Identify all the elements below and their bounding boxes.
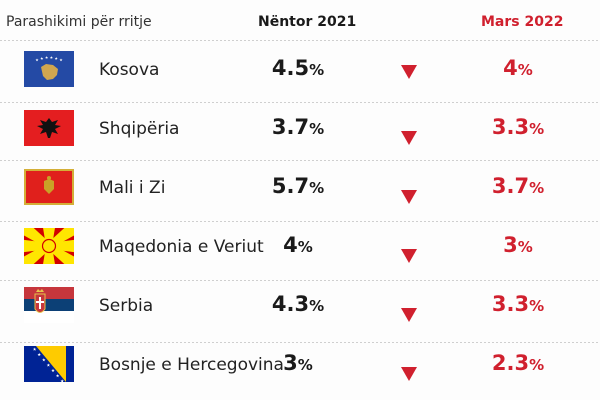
country-name: Serbia [99, 296, 154, 316]
country-name: Kosova [99, 60, 160, 80]
value-number: 4 [503, 56, 518, 80]
value-november-2021: 5.7% [238, 174, 358, 198]
value-november-2021: 4.5% [238, 56, 358, 80]
value-number: 2.3 [491, 351, 530, 375]
percent-sign: % [297, 238, 313, 256]
value-november-2021: 3.7% [238, 115, 358, 139]
row-divider [0, 280, 600, 281]
value-november-2021: 4.3% [238, 292, 358, 316]
value-number: 5.7 [271, 174, 310, 198]
value-number: 4 [283, 233, 298, 257]
value-march-2022: 3.3% [458, 115, 578, 139]
montenegro-flag [24, 169, 74, 205]
row-divider [0, 102, 600, 103]
albania-flag [24, 110, 74, 146]
down-triangle-icon [401, 131, 417, 145]
percent-sign: % [529, 297, 545, 315]
table-header: Parashikimi për rritje Nëntor 2021 Mars … [0, 0, 600, 40]
header-november-2021: Nëntor 2021 [258, 14, 357, 30]
percent-sign: % [517, 61, 533, 79]
percent-sign: % [529, 179, 545, 197]
down-triangle-icon [401, 249, 417, 263]
table-row: Serbia 4.3% 3.3% [0, 279, 600, 341]
row-divider [0, 221, 600, 222]
value-march-2022: 3.3% [458, 292, 578, 316]
table-row: Maqedonia e Veriut 4% 3% [0, 220, 600, 282]
percent-sign: % [309, 297, 325, 315]
country-name: Bosnje e Hercegovina [99, 355, 284, 375]
value-number: 3.7 [491, 174, 530, 198]
percent-sign: % [309, 179, 325, 197]
down-triangle-icon [401, 367, 417, 381]
percent-sign: % [309, 120, 325, 138]
down-triangle-icon [401, 190, 417, 204]
row-divider [0, 40, 600, 41]
table-row: Kosova 4.5% 4% [0, 43, 600, 105]
kosovo-flag [24, 51, 74, 87]
percent-sign: % [309, 61, 325, 79]
value-number: 3 [503, 233, 518, 257]
table-row: Shqipëria 3.7% 3.3% [0, 102, 600, 164]
value-number: 3 [283, 351, 298, 375]
serbia-flag [24, 287, 74, 323]
percent-sign: % [517, 238, 533, 256]
table-row: Mali i Zi 5.7% 3.7% [0, 161, 600, 223]
value-march-2022: 2.3% [458, 351, 578, 375]
value-number: 3.3 [491, 292, 530, 316]
value-march-2022: 4% [458, 56, 578, 80]
country-name: Maqedonia e Veriut [99, 237, 264, 257]
value-number: 3.7 [271, 115, 310, 139]
value-march-2022: 3% [458, 233, 578, 257]
bosnia-flag [24, 346, 74, 382]
header-forecast-label: Parashikimi për rritje [6, 14, 152, 30]
down-triangle-icon [401, 65, 417, 79]
value-november-2021: 3% [238, 351, 358, 375]
north-macedonia-flag [24, 228, 74, 264]
percent-sign: % [297, 356, 313, 374]
down-triangle-icon [401, 308, 417, 322]
percent-sign: % [529, 356, 545, 374]
row-divider [0, 342, 600, 343]
value-november-2021: 4% [238, 233, 358, 257]
value-number: 3.3 [491, 115, 530, 139]
table-row: Bosnje e Hercegovina 3% 2.3% [0, 338, 600, 400]
value-march-2022: 3.7% [458, 174, 578, 198]
country-name: Mali i Zi [99, 178, 166, 198]
header-march-2022: Mars 2022 [481, 14, 564, 30]
row-divider [0, 160, 600, 161]
percent-sign: % [529, 120, 545, 138]
value-number: 4.5 [271, 56, 310, 80]
value-number: 4.3 [271, 292, 310, 316]
country-name: Shqipëria [99, 119, 180, 139]
